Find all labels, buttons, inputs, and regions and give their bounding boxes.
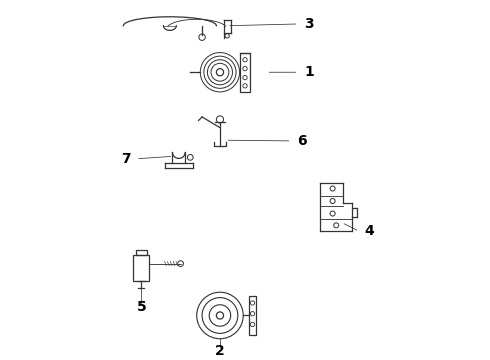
Text: 1: 1 bbox=[304, 65, 314, 79]
Text: 3: 3 bbox=[304, 17, 314, 31]
Text: 6: 6 bbox=[297, 134, 306, 148]
Text: 7: 7 bbox=[121, 152, 130, 166]
Text: 4: 4 bbox=[365, 224, 374, 238]
Text: 2: 2 bbox=[215, 343, 225, 357]
Text: 5: 5 bbox=[136, 300, 146, 314]
